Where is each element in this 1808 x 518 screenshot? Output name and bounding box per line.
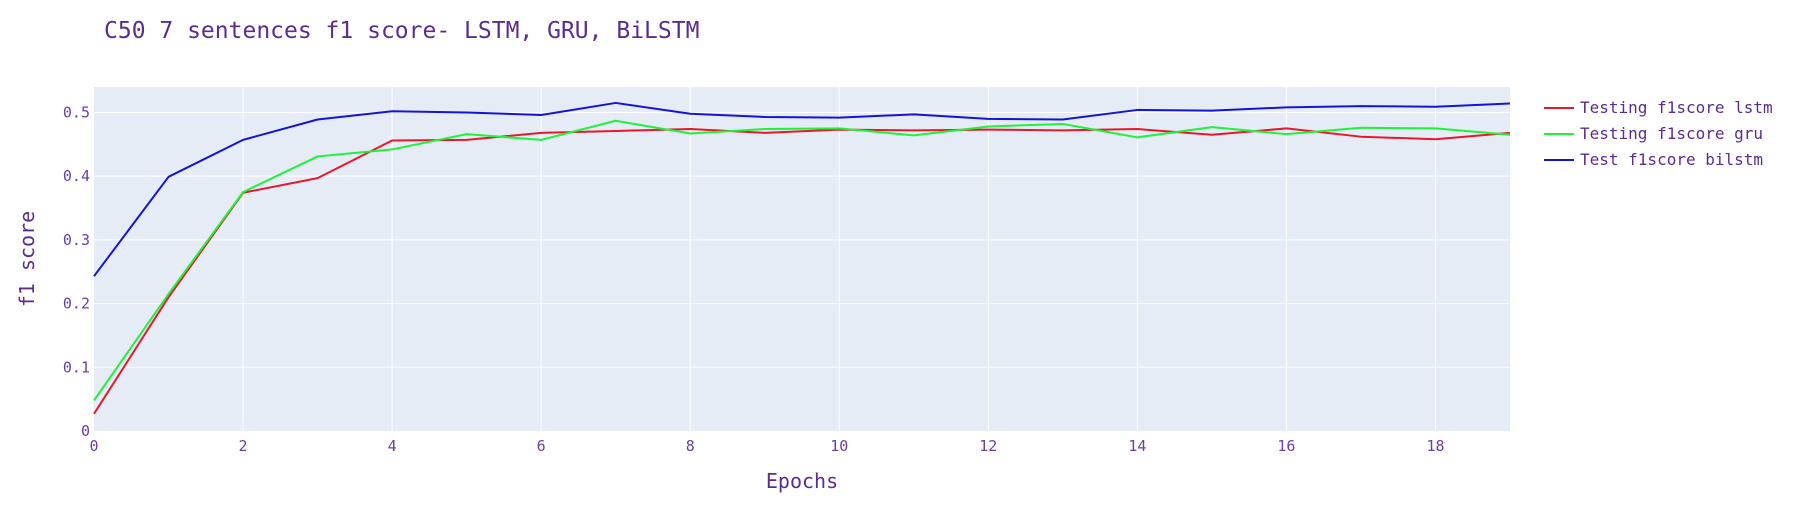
x-tick-label: 14 — [1128, 437, 1146, 455]
series-lines — [93, 101, 1511, 415]
x-tick-label: 2 — [239, 437, 248, 455]
series-line-2 — [93, 119, 1511, 401]
x-tick-labels: 0 2 4 6 8 10 12 14 16 18 — [89, 437, 1444, 455]
x-tick-label: 10 — [830, 437, 848, 455]
y-tick-label: 0 — [81, 422, 90, 440]
x-axis-title: Epochs — [766, 469, 838, 493]
x-tick-label: 0 — [89, 437, 98, 455]
legend: Testing f1score lstm Testing f1score gru T… — [1544, 98, 1773, 169]
y-tick-label: 0.2 — [63, 295, 90, 313]
x-tick-label: 4 — [388, 437, 397, 455]
y-tick-label: 0.1 — [63, 358, 90, 376]
y-tick-labels: 0 0.1 0.2 0.3 0.4 0.5 — [63, 103, 90, 440]
y-tick-label: 0.4 — [63, 167, 90, 185]
y-axis-title: f1 score — [15, 211, 39, 307]
x-tick-label: 8 — [686, 437, 695, 455]
legend-label: Testing f1score gru — [1580, 124, 1763, 143]
y-tick-label: 0.5 — [63, 103, 90, 121]
x-tick-label: 6 — [537, 437, 546, 455]
series-line-3 — [93, 101, 1511, 277]
x-tick-label: 18 — [1426, 437, 1444, 455]
y-tick-label: 0.3 — [63, 231, 90, 249]
x-gridlines — [242, 87, 1436, 431]
legend-label: Test f1score bilstm — [1580, 150, 1763, 169]
x-tick-label: 12 — [979, 437, 997, 455]
plot-area — [94, 87, 1510, 431]
series-line-1 — [93, 127, 1511, 415]
y-gridlines — [94, 111, 1510, 368]
legend-label: Testing f1score lstm — [1580, 98, 1773, 117]
chart-title: C50 7 sentences f1 score- LSTM, GRU, BiL… — [104, 18, 699, 44]
x-tick-label: 16 — [1277, 437, 1295, 455]
